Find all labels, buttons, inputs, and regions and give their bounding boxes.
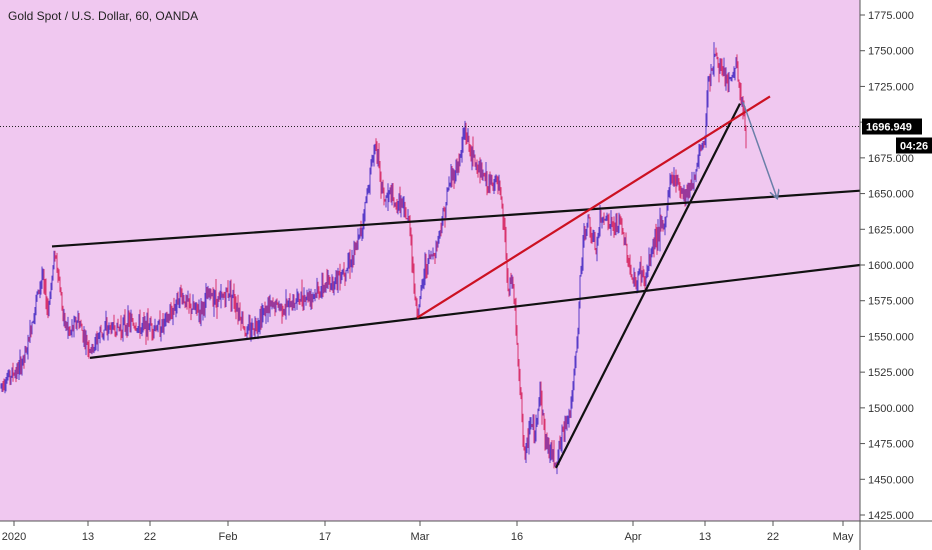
y-tick-label: 1425.000 (868, 510, 914, 522)
x-tick-label: 16 (511, 531, 523, 543)
x-tick-label: 13 (699, 531, 711, 543)
x-tick-label: 22 (144, 531, 156, 543)
x-tick-label: Feb (219, 531, 238, 543)
x-tick-label: May (833, 531, 854, 543)
y-tick-label: 1650.000 (868, 189, 914, 201)
y-axis-panel[interactable] (860, 0, 932, 550)
y-tick-label: 1675.000 (868, 153, 914, 165)
x-tick-label: 13 (82, 531, 94, 543)
x-tick-label: 22 (767, 531, 779, 543)
bar-countdown: 04:26 (900, 141, 928, 153)
current-price-tag: 1696.949 (862, 118, 922, 135)
y-tick-label: 1575.000 (868, 296, 914, 308)
y-tick-label: 1625.000 (868, 224, 914, 236)
x-tick-label: 2020 (2, 531, 26, 543)
current-price-value: 1696.949 (866, 122, 912, 134)
y-tick-label: 1750.000 (868, 46, 914, 58)
trendline[interactable] (555, 103, 741, 469)
y-tick-label: 1550.000 (868, 331, 914, 343)
y-tick-label: 1475.000 (868, 439, 914, 451)
y-tick-label: 1775.000 (868, 10, 914, 22)
y-tick-label: 1500.000 (868, 403, 914, 415)
chart-title: Gold Spot / U.S. Dollar, 60, OANDA (8, 9, 198, 23)
countdown-tag: 04:26 (896, 137, 932, 154)
x-axis-ticks: 2020 13 22 Feb 17 Mar 16 Apr 13 22 May (2, 521, 854, 543)
candles-layer (0, 42, 747, 475)
plot-background (0, 0, 860, 521)
y-tick-label: 1600.000 (868, 260, 914, 272)
projection-arrow[interactable] (742, 101, 777, 198)
trendline[interactable] (89, 263, 861, 359)
y-tick-label: 1450.000 (868, 474, 914, 486)
trendlines-layer[interactable] (51, 95, 861, 469)
trendline[interactable] (416, 95, 771, 319)
x-axis-panel[interactable] (0, 521, 860, 550)
x-tick-label: Apr (624, 531, 641, 543)
y-tick-label: 1525.000 (868, 367, 914, 379)
x-tick-label: 17 (319, 531, 331, 543)
trendline[interactable] (51, 189, 861, 248)
x-tick-label: Mar (411, 531, 430, 543)
y-axis-ticks: 1425.000 1450.000 1475.000 1500.000 1525.000… (860, 10, 914, 522)
y-tick-label: 1725.000 (868, 81, 914, 93)
